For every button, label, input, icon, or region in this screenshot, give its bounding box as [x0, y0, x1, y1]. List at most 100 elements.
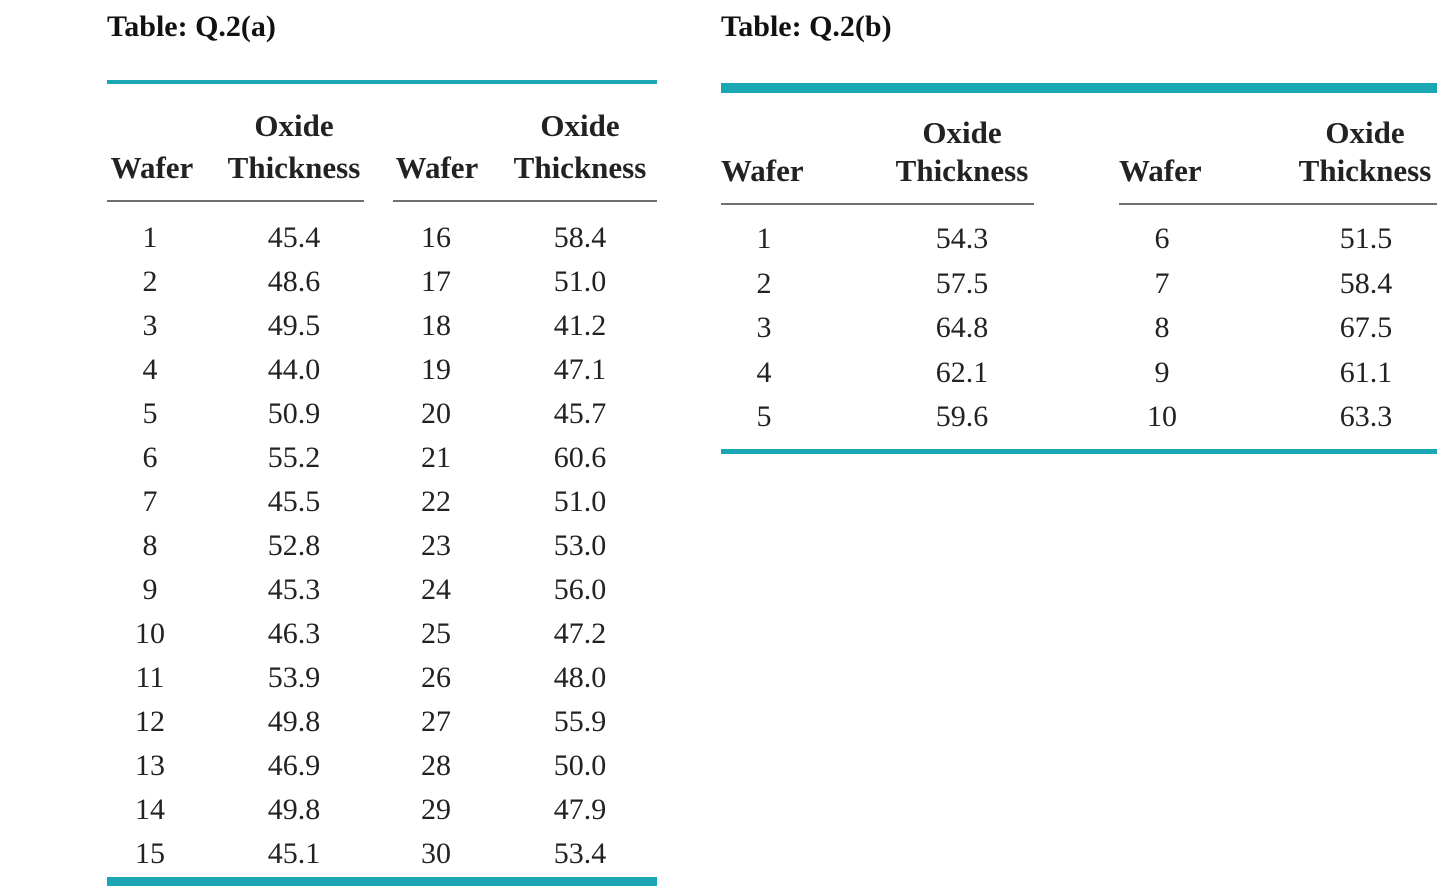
thickness-cell: 44.0	[267, 353, 321, 386]
wafer-cell: 12	[135, 705, 165, 738]
table-b-header-wafer-right: Wafer	[1119, 153, 1202, 188]
table-a-header-wafer-left: Wafer	[110, 150, 194, 185]
wafer-cell: 8	[1154, 311, 1170, 344]
thickness-cell: 45.7	[553, 397, 607, 430]
table-a-col-thickness-left: 45.4 48.6 49.5 44.0 50.9 55.2 45.5 52.8 45.3 46.3…	[244, 216, 344, 876]
wafer-cell: 11	[135, 661, 165, 694]
thickness-cell: 61.1	[1339, 355, 1393, 389]
wafer-cell: 6	[1154, 222, 1170, 255]
thickness-cell: 54.3	[935, 222, 989, 255]
wafer-cell: 30	[421, 837, 451, 870]
wafer-cell: 8	[142, 529, 158, 562]
table-b-header-wafer-left: Wafer	[721, 153, 804, 188]
wafer-cell: 10	[135, 617, 165, 650]
table-a-top-rule	[107, 80, 657, 84]
thickness-cell: 51.5	[1339, 222, 1393, 255]
table-b-col-wafer-left: 1 2 3 4 5	[734, 217, 794, 440]
thickness-cell: 48.6	[267, 265, 321, 298]
table-a-header-oxide-right: Oxide	[540, 108, 620, 143]
thickness-cell: 53.4	[553, 837, 607, 870]
thickness-cell: 51.0	[553, 265, 607, 298]
wafer-cell: 13	[135, 749, 165, 782]
table-a-header-thickness-right: Thickness	[513, 150, 647, 185]
thickness-cell: 53.0	[553, 529, 607, 562]
thickness-cell: 51.0	[553, 485, 607, 518]
table-a-header-rule-left	[107, 200, 364, 202]
thickness-cell: 62.1	[935, 355, 989, 389]
wafer-cell: 6	[142, 441, 158, 474]
table-b-col-wafer-right: 6 7 8 9 10	[1132, 217, 1192, 440]
thickness-cell: 49.5	[267, 309, 321, 342]
wafer-cell: 7	[1154, 266, 1170, 300]
thickness-cell: 57.5	[935, 266, 989, 300]
table-a-caption: Table: Q.2(a)	[107, 10, 276, 43]
wafer-cell: 3	[142, 309, 158, 342]
thickness-cell: 49.8	[267, 705, 321, 738]
wafer-cell: 7	[142, 485, 158, 518]
table-a-bottom-rule	[107, 877, 657, 886]
thickness-cell: 49.8	[267, 793, 321, 826]
thickness-cell: 45.3	[267, 573, 321, 606]
table-a-col-wafer-left: 1 2 3 4 5 6 7 8 9 10 11 12 13 14 15	[120, 216, 180, 876]
thickness-cell: 45.5	[267, 485, 321, 518]
thickness-cell: 59.6	[935, 400, 989, 433]
table-b-top-rule	[721, 83, 1437, 93]
wafer-cell: 23	[421, 529, 451, 562]
thickness-cell: 47.1	[553, 353, 607, 386]
thickness-cell: 50.0	[553, 749, 607, 782]
wafer-cell: 14	[135, 793, 165, 826]
wafer-cell: 15	[135, 837, 165, 870]
wafer-cell: 4	[756, 355, 772, 389]
thickness-cell: 45.1	[267, 837, 321, 870]
wafer-cell: 2	[756, 266, 772, 300]
wafer-cell: 27	[421, 705, 451, 738]
thickness-cell: 60.6	[553, 441, 607, 474]
thickness-cell: 50.9	[267, 397, 321, 430]
wafer-cell: 19	[421, 353, 451, 386]
wafer-cell: 1	[756, 222, 772, 255]
wafer-cell: 5	[756, 400, 772, 433]
table-a-header-rule-right	[393, 200, 657, 202]
wafer-cell: 5	[142, 397, 158, 430]
table-b-header-thickness-left: Thickness	[895, 153, 1029, 188]
table-b-col-thickness-right: 51.5 58.4 67.5 61.1 63.3	[1316, 217, 1416, 440]
thickness-cell: 53.9	[267, 661, 321, 694]
thickness-cell: 41.2	[553, 309, 607, 342]
table-a-header-wafer-right: Wafer	[395, 150, 479, 185]
wafer-cell: 2	[142, 265, 158, 298]
table-a-header-thickness-left: Thickness	[227, 150, 361, 185]
thickness-cell: 47.9	[553, 793, 607, 826]
thickness-cell: 58.4	[553, 221, 607, 254]
wafer-cell: 18	[421, 309, 451, 342]
wafer-cell: 9	[1154, 355, 1170, 389]
wafer-cell: 26	[421, 661, 451, 694]
table-b-header-rule-left	[721, 203, 1034, 205]
wafer-cell: 29	[421, 793, 451, 826]
wafer-cell: 28	[421, 749, 451, 782]
wafer-cell: 24	[421, 573, 451, 606]
table-a-header-oxide-left: Oxide	[254, 108, 334, 143]
wafer-cell: 1	[142, 221, 158, 254]
table-a-col-wafer-right: 16 17 18 19 20 21 22 23 24 25 26 27 28 29 30	[406, 216, 466, 876]
wafer-cell: 16	[421, 221, 451, 254]
wafer-cell: 22	[421, 485, 451, 518]
thickness-cell: 55.2	[267, 441, 321, 474]
wafer-cell: 9	[142, 573, 158, 606]
table-b-header-rule-right	[1119, 203, 1437, 205]
wafer-cell: 3	[756, 311, 772, 344]
table-b-header-thickness-right: Thickness	[1298, 153, 1432, 188]
table-b-header-oxide-left: Oxide	[922, 115, 1002, 150]
thickness-cell: 46.3	[267, 617, 321, 650]
wafer-cell: 20	[421, 397, 451, 430]
thickness-cell: 63.3	[1339, 400, 1393, 433]
thickness-cell: 47.2	[553, 617, 607, 650]
wafer-cell: 21	[421, 441, 451, 474]
thickness-cell: 48.0	[553, 661, 607, 694]
table-b-col-thickness-left: 54.3 57.5 64.8 62.1 59.6	[912, 217, 1012, 440]
wafer-cell: 17	[421, 265, 451, 298]
thickness-cell: 56.0	[553, 573, 607, 606]
thickness-cell: 58.4	[1339, 266, 1393, 300]
thickness-cell: 67.5	[1339, 311, 1393, 344]
wafer-cell: 10	[1147, 400, 1177, 433]
table-b-header-oxide-right: Oxide	[1325, 115, 1405, 150]
